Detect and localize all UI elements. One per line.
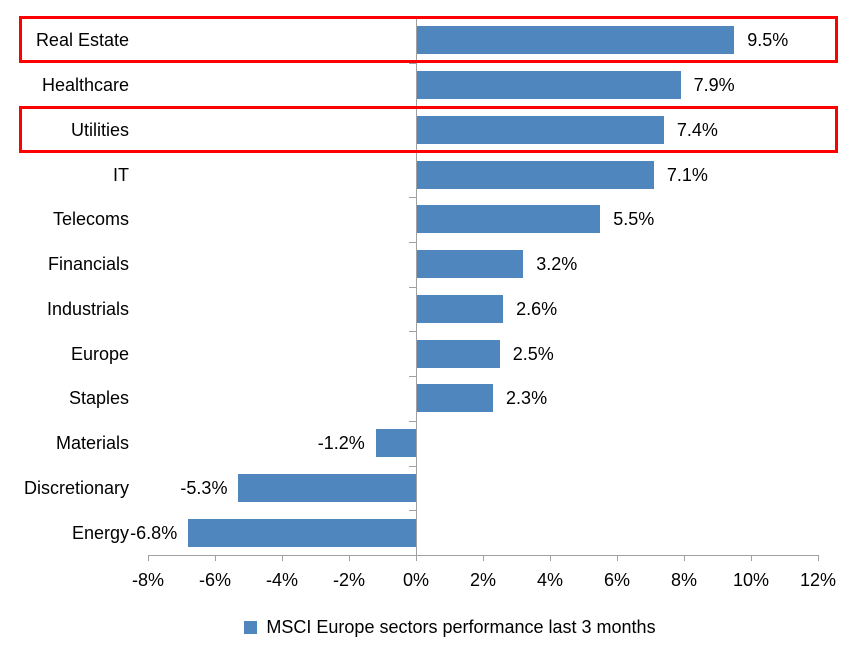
category-label: Telecoms [52,209,129,230]
value-label: 2.5% [512,343,554,364]
x-axis-tick-label: 8% [670,570,697,590]
value-label: 3.2% [536,254,578,275]
value-label: 2.6% [516,298,558,319]
y-axis-line [416,18,417,561]
x-axis-tick-label: 0% [402,570,429,590]
highlight-rectangle [19,105,838,153]
category-label: Healthcare [41,75,129,96]
bar [416,160,654,189]
y-axis-tick [409,286,416,288]
highlight-rectangle [19,16,838,64]
value-label: 7.4% [676,119,718,140]
bar [375,429,416,458]
value-label: 7.1% [666,164,708,185]
category-label: Energy [71,522,129,543]
y-axis-tick [409,555,416,556]
value-label: 7.9% [693,75,735,96]
bar [416,339,500,368]
legend-label: MSCI Europe sectors performance last 3 m… [266,616,656,637]
x-axis-tick-label: 2% [469,570,496,590]
bar [416,384,494,413]
x-axis-tick [215,555,216,561]
bar [416,115,664,144]
y-axis-tick [409,241,416,243]
category-label: Financials [47,254,129,275]
x-axis-tick [148,555,149,561]
value-label: 9.5% [747,30,789,51]
x-axis-tick [617,555,618,561]
value-label: -1.2% [317,433,365,454]
chart-legend: MSCI Europe sectors performance last 3 m… [24,611,852,643]
x-axis-tick [818,555,819,561]
bar [416,26,735,55]
category-label: Utilities [70,119,129,140]
value-label: -5.3% [180,477,228,498]
x-axis-tick-label: 10% [732,570,770,590]
y-axis-tick [409,465,416,467]
x-axis-tick-label: 4% [536,570,563,590]
x-axis-tick [282,555,283,561]
x-axis-tick-label: -6% [198,570,231,590]
x-axis-tick [550,555,551,561]
y-axis-tick [409,510,416,512]
x-axis-tick-label: 6% [603,570,630,590]
bar [188,518,416,547]
y-axis-tick [409,197,416,198]
value-label: 2.3% [506,388,548,409]
category-label: IT [113,164,129,185]
value-label: 5.5% [613,209,655,230]
y-axis-tick [409,331,416,333]
x-axis-tick-label: -2% [332,570,365,590]
bar [416,71,681,100]
x-axis-tick-label: -4% [265,570,298,590]
legend-swatch-icon [244,620,258,634]
category-label: Discretionary [23,477,129,498]
bar [416,250,524,279]
category-label: Europe [70,343,129,364]
x-axis-tick [483,555,484,561]
y-axis-tick [409,420,416,422]
bar [238,473,416,502]
x-axis-tick-label: 12% [799,570,837,590]
category-label: Real Estate [35,30,129,51]
bar [416,205,601,234]
x-axis-tick [751,555,752,561]
bar [416,294,504,323]
x-axis-tick-label: -8% [131,570,164,590]
x-axis-tick [684,555,685,561]
y-axis-tick [409,376,416,377]
x-axis-tick [349,555,350,561]
value-label: -6.8% [130,522,178,543]
category-label: Industrials [46,298,129,319]
category-label: Staples [68,388,129,409]
category-label: Materials [55,433,129,454]
